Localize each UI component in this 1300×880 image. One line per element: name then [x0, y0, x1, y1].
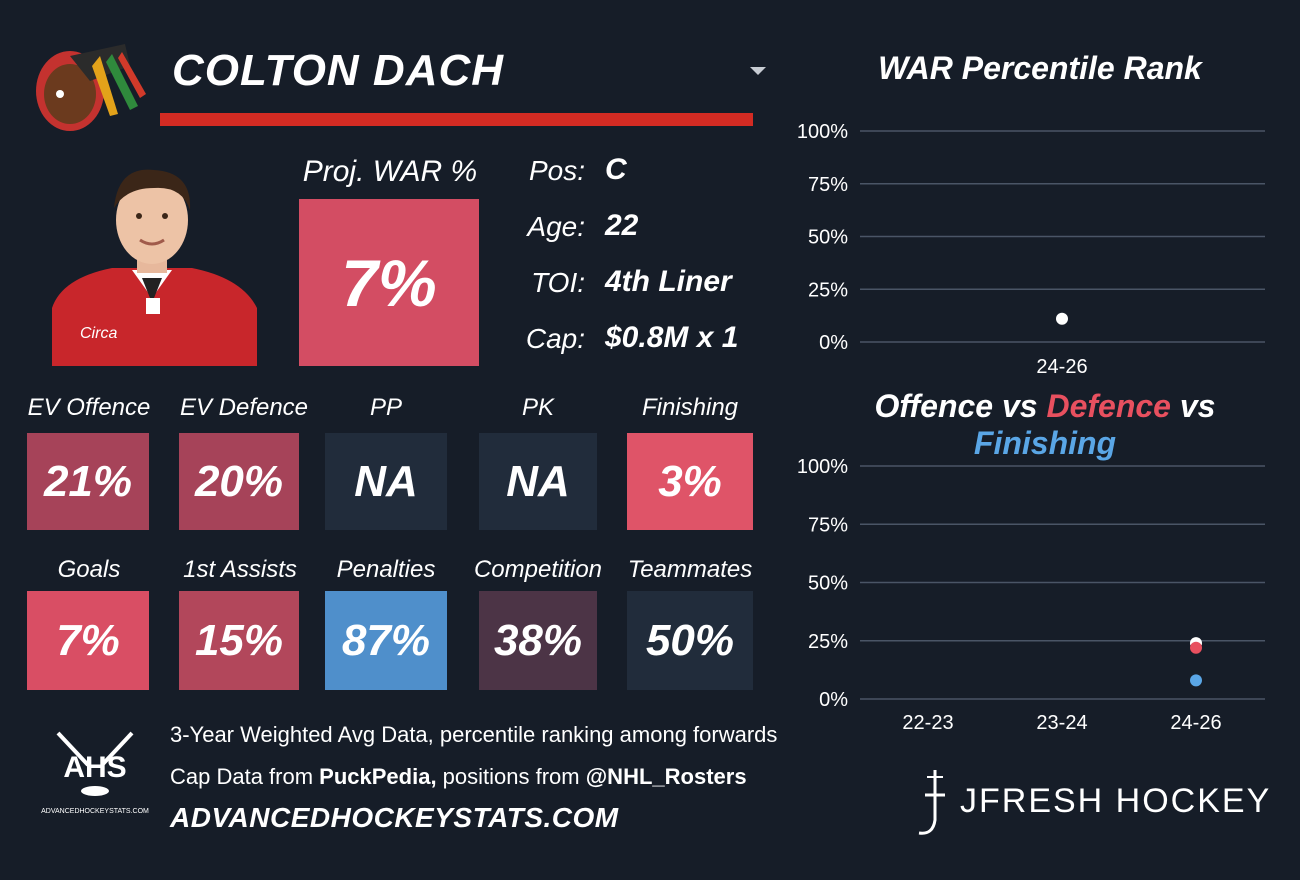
info-label-toi: TOI: — [531, 267, 585, 298]
stat-box-teammates: 50% — [627, 591, 753, 690]
stat-label-teammates: Teammates — [627, 556, 753, 583]
info-value-age: 22 — [605, 209, 639, 242]
stat-label-penalties: Penalties — [336, 556, 436, 583]
stat-label-ev-offence: EV Offence — [27, 394, 151, 421]
footer-source-nhl-rosters: @NHL_Rosters — [585, 764, 747, 789]
y-tick-label: 0% — [819, 332, 848, 354]
info-label-cap: Cap: — [525, 323, 585, 354]
ahs-logo: AHS ADVANCEDHOCKEYSTATS.COM — [40, 725, 150, 820]
ahs-logo-text: AHS — [63, 751, 126, 784]
info-label-age: Age: — [527, 211, 585, 242]
svg-text:Circa: Circa — [80, 325, 117, 342]
stat-box-ev-defence: 20% — [179, 433, 299, 530]
info-value-pos: C — [605, 153, 627, 186]
team-logo — [30, 36, 148, 136]
offence-defence-finishing-chart: 0% 25% 50% 75% 100% 22-23 23-24 24-26 — [797, 456, 1265, 734]
stat-box-ev-offence: 21% — [27, 433, 149, 530]
chart-title-part-4: Finishing — [973, 425, 1117, 461]
data-point-defence — [1190, 641, 1202, 654]
footer-site: ADVANCEDHOCKEYSTATS.COM — [170, 802, 619, 833]
y-tick-label: 100% — [797, 121, 848, 143]
stat-label-ev-defence: EV Defence — [179, 394, 309, 421]
x-tick-label: 24-26 — [1036, 356, 1087, 378]
stat-label-pk: PK — [521, 394, 554, 421]
x-tick-label: 24-26 — [1170, 712, 1221, 734]
data-point-finishing — [1190, 674, 1202, 687]
data-point — [1056, 312, 1068, 325]
stat-label-finishing: Finishing — [641, 394, 739, 421]
footer-line-2-prefix: Cap Data from — [170, 764, 320, 789]
chart-title-part-0: Offence — [874, 388, 994, 424]
x-tick-label: 23-24 — [1036, 712, 1087, 734]
war-percentile-chart: 0% 25% 50% 75% 100% 24-26 — [797, 121, 1265, 378]
info-value-toi: 4th Liner — [605, 265, 732, 298]
chart-title-part-2: Defence — [1046, 388, 1171, 424]
stat-box-penalties: 87% — [325, 591, 447, 690]
name-underline — [160, 113, 753, 126]
stat-box-pp: NA — [325, 433, 447, 530]
x-tick-label: 22-23 — [902, 712, 953, 734]
stat-label-1st-assists: 1st Assists — [183, 556, 297, 583]
y-tick-label: 50% — [808, 573, 848, 595]
war-chart-title: WAR Percentile Rank — [878, 50, 1202, 86]
stat-box-finishing: 3% — [627, 433, 753, 530]
info-label-pos: Pos: — [528, 155, 585, 186]
player-dropdown-chevron-down-icon[interactable] — [750, 67, 766, 75]
chart-title-part-3: vs — [1170, 388, 1216, 424]
stat-label-competition: Competition — [473, 556, 603, 583]
y-tick-label: 25% — [808, 279, 848, 301]
jfresh-brand: JFRESH HOCKEY — [960, 782, 1272, 820]
y-tick-label: 0% — [819, 689, 848, 711]
y-tick-label: 75% — [808, 174, 848, 196]
y-tick-label: 50% — [808, 227, 848, 249]
info-value-cap: $0.8M x 1 — [605, 321, 739, 354]
stat-box-competition: 38% — [479, 591, 597, 690]
stat-box-1st-assists: 15% — [179, 591, 299, 690]
player-name: COLTON DACH — [172, 46, 505, 95]
footer-source-puckpedia: PuckPedia, — [319, 764, 437, 789]
footer-line-1: 3-Year Weighted Avg Data, percentile ran… — [170, 722, 778, 747]
ahs-logo-subtext: ADVANCEDHOCKEYSTATS.COM — [41, 808, 149, 815]
footer-line-2-mid: positions from — [436, 764, 586, 789]
stat-box-pk: NA — [479, 433, 597, 530]
stat-box-goals: 7% — [27, 591, 149, 690]
y-tick-label: 75% — [808, 514, 848, 536]
y-tick-label: 25% — [808, 631, 848, 653]
proj-war-label: Proj. WAR % — [302, 155, 478, 188]
y-tick-label: 100% — [797, 456, 848, 478]
offence-defence-finishing-title: Offence vs Defence vs Finishing — [805, 388, 1285, 462]
stat-label-pp: PP — [369, 394, 402, 421]
stat-label-goals: Goals — [57, 556, 121, 583]
footer-line-2: Cap Data from PuckPedia, positions from … — [170, 764, 747, 790]
jfresh-logo-icon — [905, 765, 955, 840]
player-photo: Circa — [42, 158, 262, 366]
chart-title-part-1: vs — [993, 388, 1047, 424]
proj-war-box: 7% — [299, 199, 479, 366]
